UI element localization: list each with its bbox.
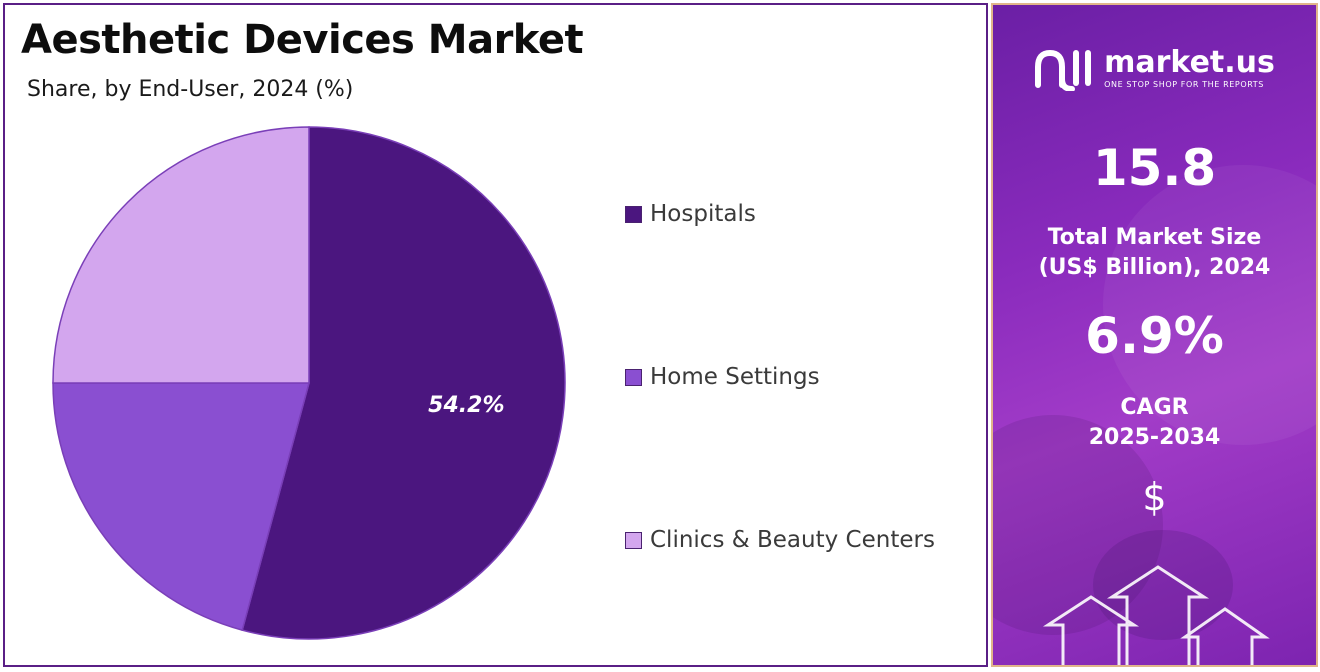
cagr-value: 6.9% [1085,307,1224,365]
pie-chart: 54.2% [52,126,566,640]
legend-item: Hospitals [625,201,756,227]
brand-tagline: ONE STOP SHOP FOR THE REPORTS [1104,79,1264,89]
pie-slice-home-settings [52,382,310,632]
legend-swatch [625,205,642,223]
dollar-icon: $ [1142,475,1167,519]
legend-item: Home Settings [625,364,820,390]
legend-swatch [625,531,642,549]
pie-slice-hospitals [241,126,566,640]
summary-panel: market.us ONE STOP SHOP FOR THE REPORTS … [991,3,1318,667]
market-size-value: 15.8 [1092,139,1217,197]
brand-name: market.us [1104,44,1275,80]
market-size-label-line1: Total Market Size [1047,225,1262,250]
cagr-label: CAGR [1120,395,1189,420]
legend-label: Hospitals [650,201,756,227]
chart-panel: Aesthetic Devices Market Share, by End-U… [3,3,988,667]
background-decoration [993,165,1316,665]
chart-subtitle: Share, by End-User, 2024 (%) [27,77,354,102]
data-label-hospitals: 54.2% [428,393,504,418]
legend-item: Clinics & Beauty Centers [625,527,935,553]
chart-title: Aesthetic Devices Market [21,17,584,63]
legend-label: Clinics & Beauty Centers [650,527,935,553]
market-size-label-line2: (US$ Billion), 2024 [1038,255,1271,280]
cagr-period: 2025-2034 [1088,425,1221,450]
brand-logo: market.us ONE STOP SHOP FOR THE REPORTS [993,45,1316,91]
legend-swatch [625,368,642,386]
arrows-up-icon [1042,565,1270,665]
market-us-logo-icon [1035,49,1092,91]
pie-slice-clinics-beauty-centers [52,126,310,384]
legend-label: Home Settings [650,364,820,390]
